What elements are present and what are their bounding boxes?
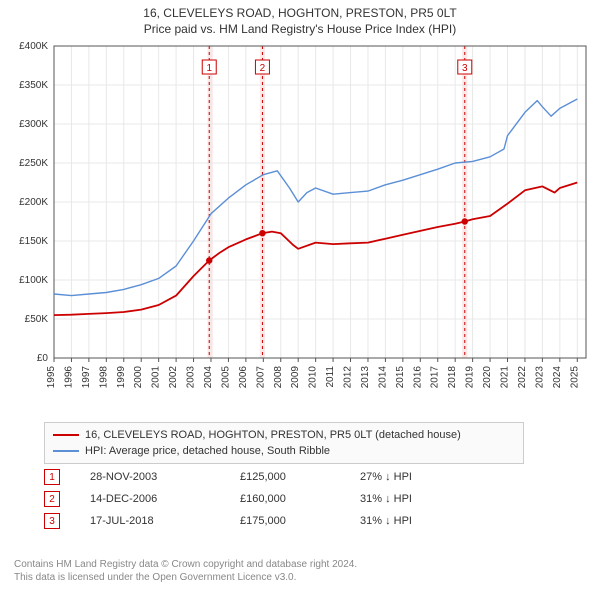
transaction-delta: 31% ↓ HPI <box>360 493 460 505</box>
svg-text:2011: 2011 <box>325 366 336 388</box>
svg-text:£100K: £100K <box>19 275 48 286</box>
legend-swatch <box>53 450 79 452</box>
legend-swatch <box>53 434 79 436</box>
svg-text:2012: 2012 <box>343 366 354 389</box>
chart-titles: 16, CLEVELEYS ROAD, HOGHTON, PRESTON, PR… <box>0 0 600 36</box>
footer-line: This data is licensed under the Open Gov… <box>14 571 357 584</box>
svg-text:2006: 2006 <box>238 366 249 389</box>
line-chart: £0 £50K £100K £150K £200K £250K £300K £350K £400… <box>10 42 590 412</box>
transaction-price: £160,000 <box>240 493 330 505</box>
transaction-price: £175,000 <box>240 515 330 527</box>
chart-title: 16, CLEVELEYS ROAD, HOGHTON, PRESTON, PR… <box>0 6 600 20</box>
transaction-date: 28-NOV-2003 <box>90 471 210 483</box>
svg-text:2020: 2020 <box>482 366 493 389</box>
table-row: 1 28-NOV-2003 £125,000 27% ↓ HPI <box>44 466 460 488</box>
transaction-delta: 27% ↓ HPI <box>360 471 460 483</box>
svg-text:2010: 2010 <box>308 366 319 389</box>
svg-text:2007: 2007 <box>255 366 266 389</box>
svg-text:2003: 2003 <box>186 366 197 389</box>
transaction-date: 14-DEC-2006 <box>90 493 210 505</box>
svg-text:2015: 2015 <box>395 366 406 389</box>
svg-text:£300K: £300K <box>19 119 48 130</box>
svg-text:2000: 2000 <box>133 366 144 389</box>
svg-text:2018: 2018 <box>447 366 458 389</box>
svg-text:2005: 2005 <box>220 366 231 389</box>
svg-text:2001: 2001 <box>151 366 162 389</box>
page: 16, CLEVELEYS ROAD, HOGHTON, PRESTON, PR… <box>0 0 600 590</box>
marker-badge: 1 <box>44 469 60 485</box>
svg-text:2009: 2009 <box>290 366 301 389</box>
marker-badge: 2 <box>44 491 60 507</box>
svg-text:2004: 2004 <box>203 366 214 389</box>
svg-text:2013: 2013 <box>360 366 371 389</box>
svg-text:£350K: £350K <box>19 80 48 91</box>
svg-text:2025: 2025 <box>569 366 580 389</box>
svg-text:£150K: £150K <box>19 236 48 247</box>
legend-item-hpi: HPI: Average price, detached house, Sout… <box>53 443 515 459</box>
legend: 16, CLEVELEYS ROAD, HOGHTON, PRESTON, PR… <box>44 422 524 464</box>
svg-text:2022: 2022 <box>517 366 528 389</box>
svg-text:2017: 2017 <box>430 366 441 389</box>
legend-item-price-paid: 16, CLEVELEYS ROAD, HOGHTON, PRESTON, PR… <box>53 427 515 443</box>
svg-text:2019: 2019 <box>465 366 476 389</box>
svg-text:2023: 2023 <box>534 366 545 389</box>
svg-text:2002: 2002 <box>168 366 179 389</box>
svg-text:1: 1 <box>206 63 212 74</box>
svg-text:2021: 2021 <box>500 366 511 389</box>
svg-text:2024: 2024 <box>552 366 563 389</box>
svg-text:2: 2 <box>260 63 266 74</box>
svg-text:1999: 1999 <box>116 366 127 389</box>
chart-subtitle: Price paid vs. HM Land Registry's House … <box>0 22 600 36</box>
marker-badge: 3 <box>44 513 60 529</box>
transactions-table: 1 28-NOV-2003 £125,000 27% ↓ HPI 2 14-DE… <box>44 466 460 532</box>
transaction-delta: 31% ↓ HPI <box>360 515 460 527</box>
transaction-date: 17-JUL-2018 <box>90 515 210 527</box>
svg-text:1995: 1995 <box>46 366 57 389</box>
svg-text:£250K: £250K <box>19 158 48 169</box>
svg-text:£200K: £200K <box>19 197 48 208</box>
svg-text:3: 3 <box>462 63 468 74</box>
svg-text:£400K: £400K <box>19 42 48 52</box>
transaction-price: £125,000 <box>240 471 330 483</box>
table-row: 2 14-DEC-2006 £160,000 31% ↓ HPI <box>44 488 460 510</box>
svg-text:1997: 1997 <box>81 366 92 389</box>
legend-label: HPI: Average price, detached house, Sout… <box>85 443 330 459</box>
svg-text:1998: 1998 <box>98 366 109 389</box>
svg-text:2016: 2016 <box>412 366 423 389</box>
footer-line: Contains HM Land Registry data © Crown c… <box>14 558 357 571</box>
svg-text:1996: 1996 <box>63 366 74 389</box>
table-row: 3 17-JUL-2018 £175,000 31% ↓ HPI <box>44 510 460 532</box>
svg-text:£50K: £50K <box>25 314 49 325</box>
svg-text:2014: 2014 <box>377 366 388 389</box>
svg-text:2008: 2008 <box>273 366 284 389</box>
legend-label: 16, CLEVELEYS ROAD, HOGHTON, PRESTON, PR… <box>85 427 461 443</box>
svg-text:£0: £0 <box>37 353 49 364</box>
footer-attribution: Contains HM Land Registry data © Crown c… <box>14 558 357 584</box>
chart-area: £0 £50K £100K £150K £200K £250K £300K £350K £400… <box>10 42 590 412</box>
